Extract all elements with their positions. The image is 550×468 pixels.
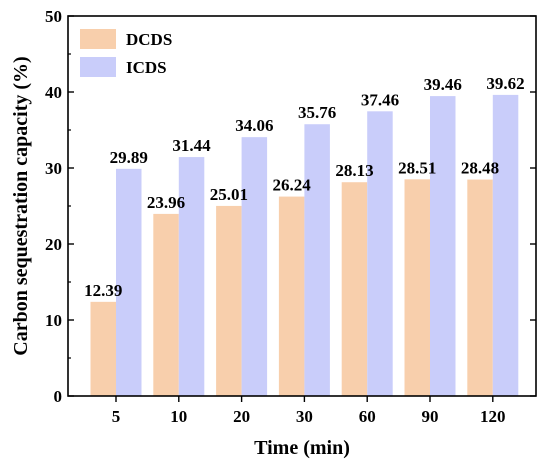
bar-dcds-90 xyxy=(404,179,430,396)
y-axis-title-group: Carbon sequestration capacity (%) xyxy=(10,56,32,355)
x-ticks-layer: 5 10 20 30 60 90 120 xyxy=(112,396,506,426)
legend-label-dcds: DCDS xyxy=(126,30,172,49)
y-tick-label-10: 10 xyxy=(45,311,62,330)
y-tick-label-20: 20 xyxy=(45,235,62,254)
data-label-dcds-10: 23.96 xyxy=(147,193,185,212)
x-tick-label-5: 5 xyxy=(112,407,121,426)
bar-icds-10 xyxy=(178,157,205,396)
data-label-icds-30: 35.76 xyxy=(298,103,336,122)
data-label-icds-5: 29.89 xyxy=(110,148,148,167)
data-label-dcds-30: 26.24 xyxy=(273,176,312,195)
bar-dcds-5 xyxy=(90,301,116,396)
data-label-dcds-5: 12.39 xyxy=(84,281,122,300)
bar-icds-20 xyxy=(241,137,268,397)
bar-dcds-20 xyxy=(216,205,242,396)
data-label-dcds-120: 28.48 xyxy=(461,159,499,178)
bar-icds-120 xyxy=(492,94,519,396)
y-ticks-layer: 0 10 20 30 40 50 xyxy=(45,7,536,406)
legend-swatch-dcds xyxy=(80,29,116,49)
x-tick-label-20: 20 xyxy=(233,407,250,426)
x-tick-label-90: 90 xyxy=(422,407,439,426)
x-tick-label-30: 30 xyxy=(296,407,313,426)
bar-dcds-120 xyxy=(467,179,493,396)
x-tick-label-120: 120 xyxy=(480,407,506,426)
y-tick-label-50: 50 xyxy=(45,7,62,26)
y-tick-label-40: 40 xyxy=(45,83,62,102)
bar-icds-60 xyxy=(367,111,393,396)
x-tick-label-10: 10 xyxy=(170,407,187,426)
data-labels-layer: 12.39 29.89 23.96 31.44 25.01 34.06 26.24 35.76… xyxy=(84,74,525,300)
data-label-dcds-20: 25.01 xyxy=(210,185,248,204)
y-tick-label-30: 30 xyxy=(45,159,62,178)
legend-label-icds: ICDS xyxy=(126,58,167,77)
bar-icds-90 xyxy=(430,96,456,396)
legend-swatch-icds xyxy=(80,57,116,77)
x-axis-title: Time (min) xyxy=(254,437,350,459)
data-label-icds-90: 39.46 xyxy=(424,75,462,94)
data-label-dcds-90: 28.51 xyxy=(398,158,436,177)
bar-icds-5 xyxy=(116,168,142,396)
bar-icds-30 xyxy=(304,124,330,396)
bars-layer xyxy=(90,94,519,397)
x-tick-label-60: 60 xyxy=(359,407,376,426)
bar-dcds-10 xyxy=(153,213,179,396)
data-label-icds-120: 39.62 xyxy=(486,74,524,93)
data-label-icds-20: 34.06 xyxy=(235,116,273,135)
data-label-icds-10: 31.44 xyxy=(172,136,211,155)
y-tick-label-0: 0 xyxy=(54,387,63,406)
y-axis-title: Carbon sequestration capacity (%) xyxy=(10,56,32,355)
legend: DCDS ICDS xyxy=(80,29,172,77)
bar-dcds-30 xyxy=(278,196,305,396)
bar-dcds-60 xyxy=(341,182,368,396)
data-label-dcds-60: 28.13 xyxy=(335,161,373,180)
data-label-icds-60: 37.46 xyxy=(361,90,399,109)
